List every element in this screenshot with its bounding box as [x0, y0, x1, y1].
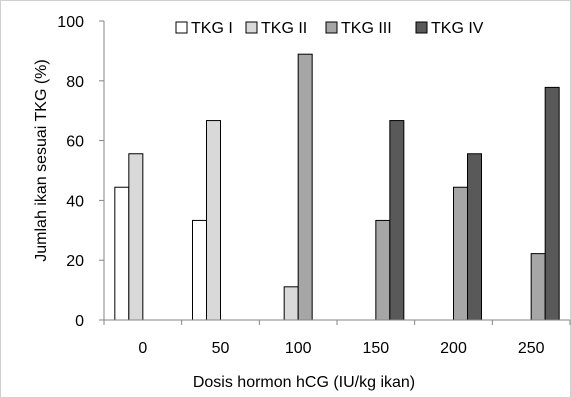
- x-tick-label: 100: [285, 340, 312, 357]
- plot-area: [114, 53, 560, 321]
- legend-label-tkg-3: TKG III: [341, 20, 392, 37]
- bar-tkg-4-dose-200: [467, 153, 482, 321]
- y-tick-label: 100: [57, 14, 84, 31]
- legend-label-tkg-1: TKG I: [191, 20, 233, 37]
- y-tick-label: 0: [75, 313, 84, 330]
- bar-tkg-3-dose-150: [375, 219, 391, 321]
- legend-swatch-tkg-3: [325, 21, 338, 34]
- bar-tkg-3-dose-200: [453, 186, 468, 321]
- axes: 0 20 40 60 80 100 0 50 100 150 200 250: [57, 14, 571, 357]
- legend-swatch-tkg-2: [245, 21, 258, 34]
- y-axis-title: Jumlah ikan sesuai TKG (%): [33, 59, 50, 261]
- bar-tkg-1-dose-0: [114, 186, 130, 321]
- x-axis-title: Dosis hormon hCG (IU/kg ikan): [193, 374, 415, 391]
- legend: TKG I TKG II TKG III TKG IV: [175, 20, 484, 37]
- x-tick-label: 0: [138, 340, 147, 357]
- y-tick-label: 20: [66, 253, 84, 270]
- y-tick-label: 60: [66, 134, 84, 151]
- legend-swatch-tkg-4: [415, 21, 428, 34]
- x-tick-label: 150: [362, 340, 389, 357]
- x-tick-label: 250: [518, 340, 545, 357]
- y-tick-label: 80: [66, 74, 84, 91]
- bar-tkg-4-dose-150: [389, 120, 405, 321]
- x-tick-label: 50: [212, 340, 230, 357]
- bar-tkg-2-dose-100: [283, 286, 299, 321]
- legend-label-tkg-2: TKG II: [261, 20, 307, 37]
- x-tick-label: 200: [440, 340, 467, 357]
- legend-label-tkg-4: TKG IV: [431, 20, 484, 37]
- bar-tkg-2-dose-50: [206, 120, 221, 321]
- bar-tkg-1-dose-50: [192, 219, 207, 321]
- bar-tkg-4-dose-250: [544, 86, 560, 321]
- bar-tkg-2-dose-0: [128, 153, 144, 321]
- bar-tkg-3-dose-250: [530, 253, 546, 321]
- bar-tkg-3-dose-100: [297, 53, 313, 321]
- legend-swatch-tkg-1: [175, 21, 188, 34]
- y-tick-label: 40: [66, 193, 84, 210]
